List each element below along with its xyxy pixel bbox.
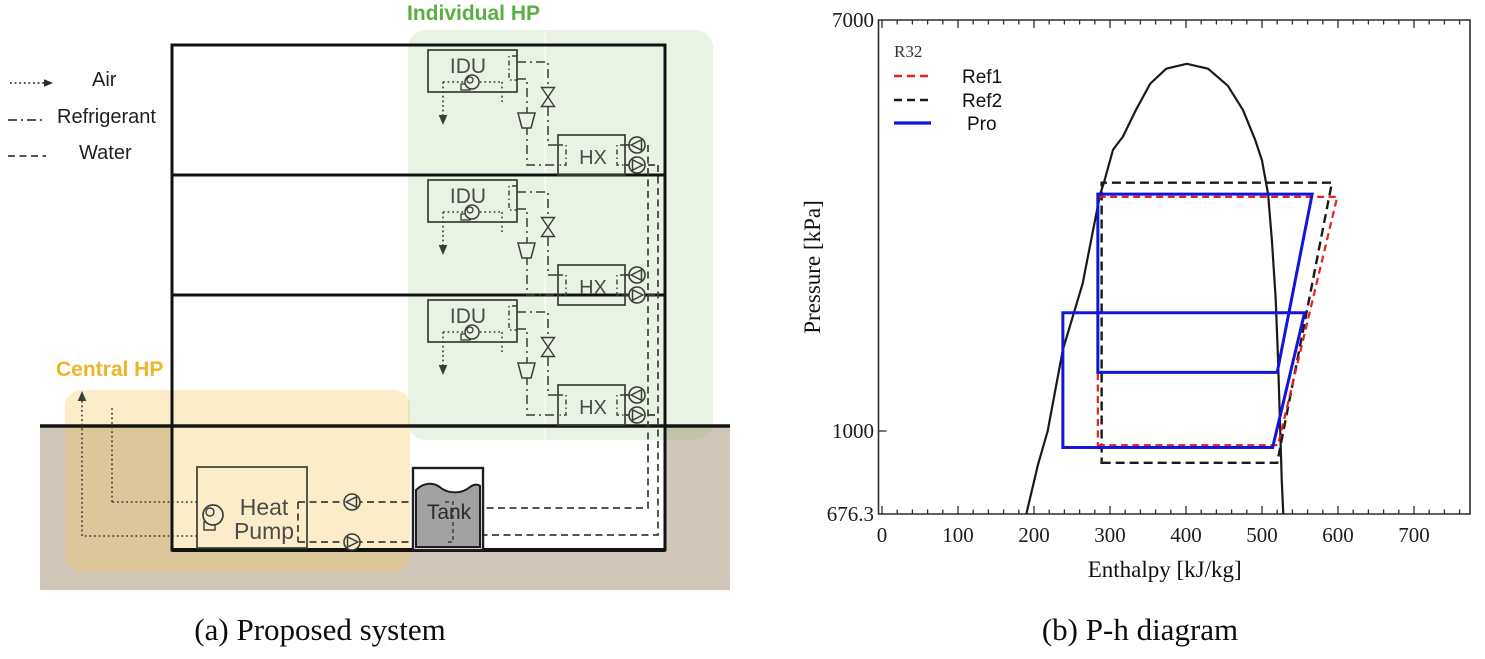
saturation-dome	[1025, 62, 1285, 514]
hx-label: HX	[579, 147, 607, 169]
fan-icon	[205, 507, 215, 517]
expansion-device-icon	[517, 242, 536, 259]
water-riser	[483, 145, 649, 509]
refrigerant-line	[517, 61, 558, 146]
hx-port-bracket	[558, 144, 567, 166]
x-tick-label: 500	[1246, 523, 1278, 547]
zone-label-central-hp: Central HP	[56, 358, 164, 381]
legend-entry-label: Pro	[967, 114, 997, 135]
central-hp-zone	[65, 390, 410, 572]
building-interior	[172, 45, 665, 550]
x-tick-label: 700	[1398, 523, 1430, 547]
heat-pump-box	[196, 466, 308, 549]
fan-icon	[466, 326, 474, 334]
plot-frame	[877, 19, 1471, 515]
air-arrow-down-icon	[438, 365, 448, 375]
water-riser	[483, 165, 659, 536]
hx-box	[557, 264, 626, 306]
x-tick-label: 200	[1018, 523, 1050, 547]
x-tick-label: 400	[1170, 523, 1202, 547]
idu-label: IDU	[450, 55, 486, 78]
hx-label: HX	[579, 277, 607, 299]
idu-box	[427, 179, 518, 223]
legend-entry-label: Ref2	[962, 91, 1002, 112]
air-arrow-down-icon	[438, 245, 448, 255]
individual-hp-zone	[408, 30, 713, 440]
pump-impeller	[629, 268, 643, 282]
pump-impeller	[629, 138, 643, 152]
fan-icon	[466, 206, 474, 214]
valve-icon	[540, 216, 556, 229]
air-arrow-up-icon	[77, 391, 87, 401]
hx-port-bracket	[616, 144, 625, 166]
x-tick-label: 0	[877, 523, 888, 547]
valve-icon	[540, 336, 556, 349]
pump-impeller	[631, 408, 645, 422]
pump-impeller	[344, 495, 358, 509]
valve-icon	[540, 225, 556, 238]
cycle-Ref2	[1100, 181, 1334, 465]
idu-box	[427, 299, 518, 343]
valve-icon	[540, 95, 556, 108]
tank-label: Tank	[427, 501, 472, 524]
idu-label: IDU	[450, 185, 486, 208]
cycle-Ref1	[1096, 195, 1339, 447]
hx-port-bracket	[616, 394, 625, 416]
valve-icon	[540, 86, 556, 99]
legend-label-refrigerant: Refrigerant	[57, 106, 156, 128]
air-arrow-down-icon	[438, 115, 448, 125]
expansion-device-icon	[517, 112, 536, 129]
y-axis-title: Pressure [kPa]	[800, 200, 825, 334]
y-tick-label: 1000	[832, 419, 874, 443]
legend-label-water: Water	[79, 142, 132, 164]
x-tick-label: 100	[942, 523, 974, 547]
legend-air-arrow-icon	[44, 79, 53, 87]
refrigerant-annotation: R32	[894, 42, 922, 61]
idu-port-bracket	[508, 55, 517, 81]
hx-box	[557, 134, 626, 176]
pump-impeller	[629, 388, 643, 402]
fan-icon	[466, 76, 474, 84]
hx-port-bracket	[616, 274, 625, 296]
pump-impeller	[346, 535, 360, 549]
tank-port-bracket	[445, 501, 454, 543]
idu-port-bracket	[508, 305, 517, 331]
ph-diagram-chart: 0 100 200 300 400 500 600 700 7000 1000 676.3 Entha…	[800, 8, 1471, 582]
idu-label: IDU	[450, 305, 486, 328]
valve-icon	[540, 345, 556, 358]
y-tick-label: 7000	[832, 8, 874, 32]
refrigerant-line	[517, 311, 558, 396]
idu-box	[427, 49, 518, 93]
hx-port-bracket	[558, 394, 567, 416]
tank-water	[415, 482, 481, 548]
legend-label-air: Air	[92, 69, 117, 91]
pump-impeller	[631, 158, 645, 172]
hx-box	[557, 384, 626, 426]
x-tick-label: 600	[1322, 523, 1354, 547]
hx-port-bracket	[558, 274, 567, 296]
caption-panel-a: (a) Proposed system	[194, 612, 446, 647]
cycle-Pro	[1061, 311, 1307, 449]
caption-panel-b: (b) P-h diagram	[1041, 612, 1239, 647]
hx-label: HX	[579, 397, 607, 419]
expansion-device-icon	[517, 362, 536, 379]
zone-label-individual-hp: Individual HP	[407, 2, 541, 25]
cycle-Pro	[1096, 192, 1314, 374]
x-axis-title: Enthalpy [kJ/kg]	[1088, 557, 1242, 582]
refrigerant-line	[517, 191, 558, 276]
heat-pump-label: Heat	[240, 494, 289, 520]
pump-impeller	[631, 288, 645, 302]
x-tick-label: 300	[1094, 523, 1126, 547]
idu-port-bracket	[508, 185, 517, 211]
legend-entry-label: Ref1	[962, 67, 1002, 88]
heat-pump-label: Pump	[234, 518, 294, 544]
y-tick-label: 676.3	[827, 502, 874, 526]
